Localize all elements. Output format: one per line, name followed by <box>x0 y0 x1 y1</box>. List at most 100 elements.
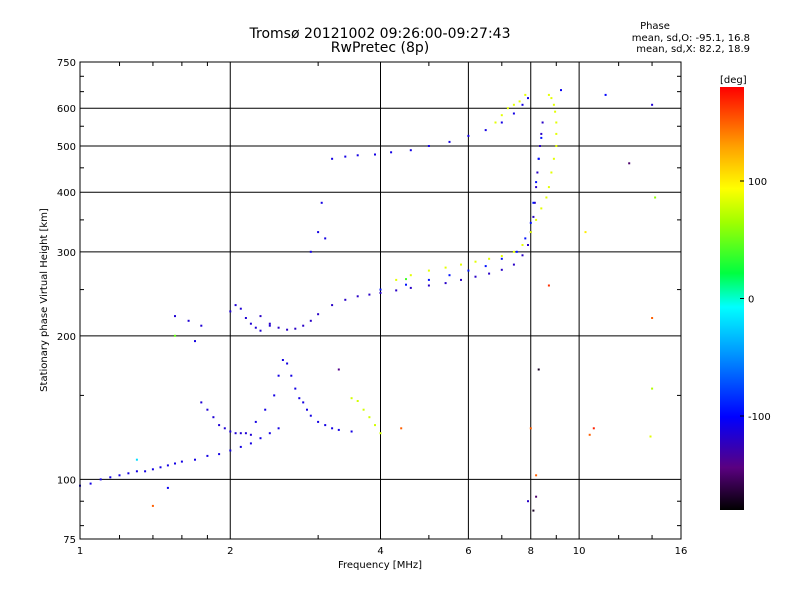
y-tick-label: 600 <box>57 104 76 115</box>
echo-point-o <box>286 362 289 365</box>
echo-point-o <box>409 149 412 152</box>
noise-point <box>654 196 657 199</box>
echo-point-o <box>535 186 538 189</box>
echo-point-o <box>533 201 536 204</box>
echo-point-o <box>539 145 541 147</box>
echo-point-o <box>212 416 215 419</box>
echo-point-o <box>135 470 138 473</box>
echo-point-o <box>467 269 470 272</box>
phase-stats-x-mode: mean, sd,X: 82.2, 18.9 <box>636 44 750 55</box>
y-tick-label: 100 <box>57 475 76 486</box>
echo-point-o <box>350 430 353 433</box>
echo-point-o <box>294 327 297 330</box>
y-tick-label: 500 <box>57 142 76 153</box>
y-tick-label: 300 <box>57 248 76 259</box>
echo-point-o <box>379 288 382 291</box>
y-tick-label: 750 <box>57 58 76 69</box>
echo-point-x <box>356 400 359 402</box>
echo-point-x <box>427 269 430 272</box>
echo-point-o <box>488 272 491 275</box>
echo-point-o <box>521 103 524 106</box>
echo-point-x <box>545 196 548 199</box>
echo-point-o <box>206 454 209 457</box>
echo-point-o <box>218 424 221 427</box>
echo-point-o <box>500 257 503 260</box>
x-tick-label: 10 <box>573 546 586 557</box>
echo-point-o <box>500 268 503 271</box>
echo-point-o <box>427 278 430 281</box>
echo-point-o <box>320 201 323 204</box>
echo-point-x <box>550 97 553 100</box>
echo-point-x <box>512 103 515 106</box>
x-tick-label: 6 <box>465 546 471 557</box>
echo-point-x <box>368 416 371 419</box>
noise-point <box>535 474 538 477</box>
colorbar-tick-label: 0 <box>748 295 754 306</box>
echo-point-o <box>309 414 312 417</box>
echo-point-x <box>540 207 543 210</box>
echo-point-o <box>273 394 276 397</box>
echo-point-o <box>180 460 183 463</box>
y-axis-title: Stationary phase Virtual Height [km] <box>39 208 50 392</box>
x-tick-label: 1 <box>77 546 83 557</box>
echo-point-x <box>547 186 550 189</box>
echo-point-o <box>474 275 477 278</box>
echo-point-o <box>174 315 176 318</box>
echo-point-o <box>529 221 532 224</box>
colorbar-ticks: 100 0 -100 <box>740 177 771 423</box>
echo-point-o <box>118 474 121 477</box>
echo-point-o <box>244 317 247 319</box>
echo-point-o <box>268 322 271 325</box>
echo-point-o <box>200 401 203 404</box>
plot-frame <box>79 61 682 540</box>
echo-point-x <box>395 278 398 281</box>
echo-point-x <box>494 121 497 124</box>
noise-point <box>547 284 550 287</box>
echo-point-o <box>306 408 308 411</box>
noise-point <box>651 387 654 390</box>
y-tick-label: 75 <box>63 535 76 546</box>
echo-point-o <box>286 328 289 331</box>
echo-point-x <box>552 103 555 106</box>
echo-point-o <box>512 263 515 266</box>
echo-point-x <box>362 408 365 411</box>
noise-point <box>584 231 587 234</box>
noise-point <box>651 103 654 106</box>
echo-point-o <box>427 145 430 147</box>
echo-point-x <box>521 244 524 246</box>
echo-point-o <box>331 427 334 430</box>
echo-point-o <box>317 231 320 234</box>
echo-point-o <box>223 427 226 430</box>
echo-point-x <box>500 255 503 257</box>
noise-point <box>649 435 652 438</box>
echo-point-o <box>532 201 535 204</box>
echo-point-o <box>109 476 112 479</box>
echo-point-o <box>302 324 305 327</box>
echo-point-o <box>460 278 462 281</box>
echo-point-o <box>512 112 515 115</box>
echo-point-o <box>405 283 407 286</box>
echo-point-o <box>448 274 451 277</box>
echo-point-o <box>368 293 371 296</box>
x-tick-label: 16 <box>675 546 688 557</box>
noise-point <box>135 458 138 461</box>
echo-point-o <box>317 313 320 316</box>
echo-point-o <box>290 374 293 377</box>
x-tick-label: 8 <box>528 546 534 557</box>
echo-point-o <box>268 432 271 435</box>
y-tick-label: 400 <box>57 188 76 199</box>
chart-title: Tromsø 20121002 09:26:00-09:27:43 <box>249 26 511 42</box>
echo-point-o <box>309 319 312 322</box>
echo-point-o <box>277 326 280 329</box>
echo-point-x <box>512 250 515 253</box>
echo-point-o <box>427 284 430 287</box>
echo-point-o <box>144 470 147 473</box>
echo-point-o <box>127 472 130 475</box>
echo-point-o <box>206 408 209 411</box>
echo-point-x <box>506 107 509 110</box>
echo-point-o <box>298 397 301 400</box>
echo-point-o <box>356 295 359 298</box>
noise-point <box>405 278 407 281</box>
noise-point <box>166 486 169 489</box>
noise-point <box>527 500 529 503</box>
